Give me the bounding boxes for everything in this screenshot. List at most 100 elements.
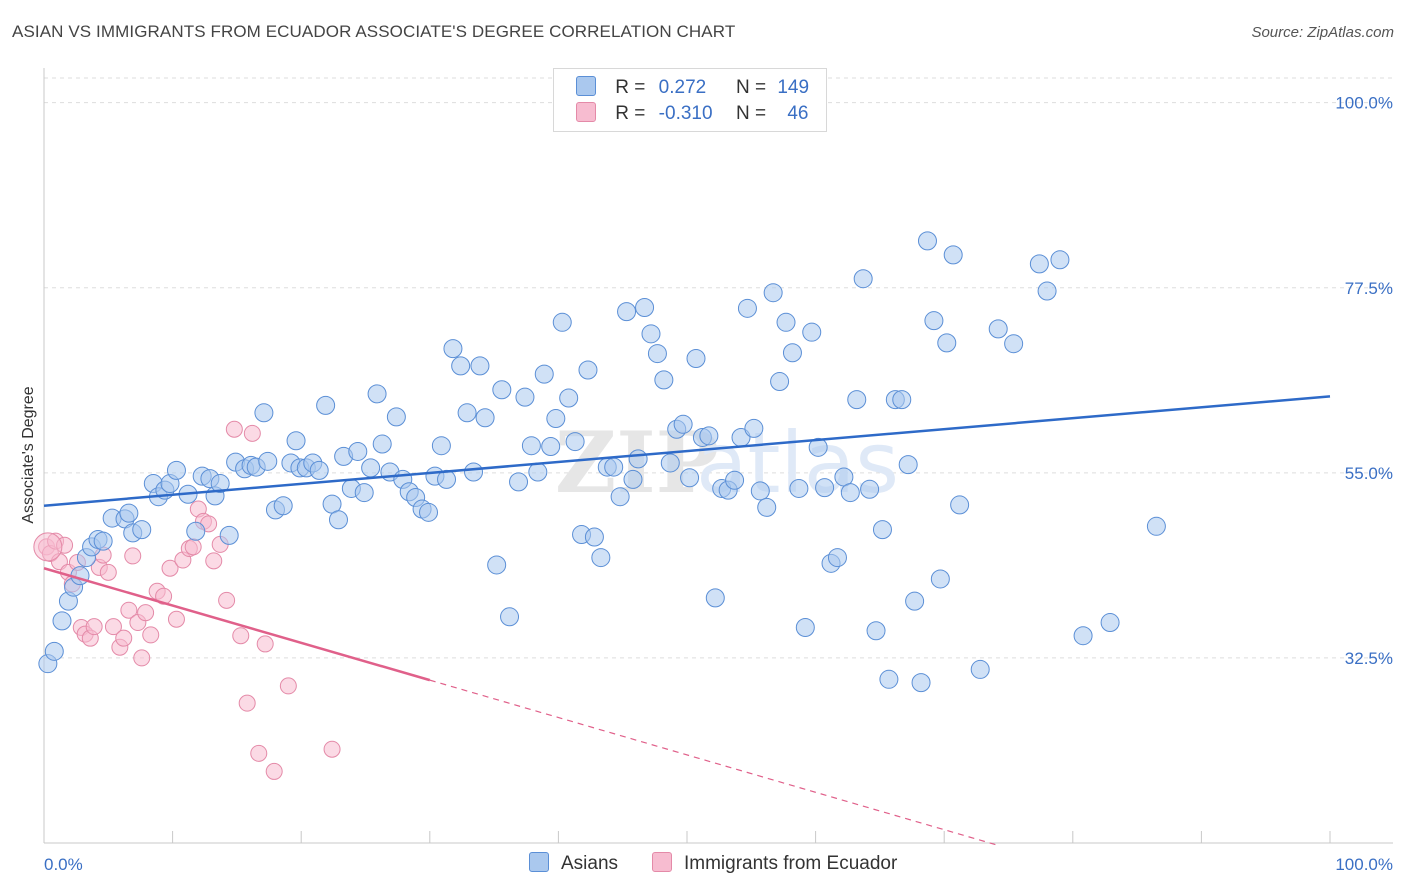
asian-point[interactable] [610,487,630,507]
asian-point[interactable] [361,458,381,478]
asian-point[interactable] [186,521,206,541]
ecuador-point[interactable] [279,677,297,695]
asian-point[interactable] [44,641,64,661]
asian-point[interactable] [258,451,278,471]
ecuador-point[interactable] [250,744,268,762]
asian-point[interactable] [776,312,796,332]
asian-point[interactable] [937,333,957,353]
ecuador-point[interactable] [133,649,151,667]
asian-point[interactable] [591,548,611,568]
asian-point[interactable] [970,659,990,679]
asian-point[interactable] [924,311,944,331]
asian-point[interactable] [316,395,336,415]
asian-point[interactable] [898,455,918,475]
asian-point[interactable] [52,611,72,631]
asian-point[interactable] [578,360,598,380]
asian-point[interactable] [795,617,815,637]
asian-point[interactable] [757,497,777,517]
asian-point[interactable] [457,403,477,423]
asian-point[interactable] [950,495,970,515]
asian-point[interactable] [521,436,541,456]
asian-point[interactable] [789,478,809,498]
ecuador-point[interactable] [161,559,179,577]
asian-point[interactable] [584,527,604,547]
asian-point[interactable] [132,520,152,540]
asian-point[interactable] [770,372,790,392]
ecuador-point[interactable] [137,604,155,622]
asian-point[interactable] [419,502,439,522]
ecuador-point[interactable] [115,629,133,647]
asian-point[interactable] [1004,334,1024,354]
asian-point[interactable] [1050,250,1070,270]
ecuador-point[interactable] [205,552,223,570]
asian-point[interactable] [623,469,643,489]
asian-point[interactable] [1029,254,1049,274]
ecuador-point[interactable] [323,740,341,758]
asian-point[interactable] [840,483,860,503]
ecuador-point[interactable] [225,420,243,438]
asian-point[interactable] [354,483,374,503]
asian-point[interactable] [673,414,693,434]
asian-point[interactable] [917,231,937,251]
asian-point[interactable] [911,673,931,693]
asian-point[interactable] [628,449,648,469]
asian-point[interactable] [515,387,535,407]
asian-point[interactable] [725,470,745,490]
asian-point[interactable] [892,390,912,410]
asian-point[interactable] [802,322,822,342]
asian-point[interactable] [451,356,471,376]
ecuador-point[interactable] [256,635,274,653]
asian-point[interactable] [219,525,239,545]
asian-point[interactable] [1073,626,1093,646]
asian-point[interactable] [866,621,886,641]
ecuador-point[interactable] [167,610,185,628]
asian-point[interactable] [930,569,950,589]
asian-point[interactable] [680,468,700,488]
asian-point[interactable] [872,520,892,540]
asian-point[interactable] [647,344,667,364]
ecuador-point[interactable] [218,591,236,609]
asian-point[interactable] [815,478,835,498]
asian-point[interactable] [699,426,719,446]
asian-point[interactable] [750,481,770,501]
asian-point[interactable] [386,407,406,427]
asian-point[interactable] [470,356,490,376]
asian-point[interactable] [737,298,757,318]
asian-point[interactable] [500,607,520,627]
asian-point[interactable] [487,555,507,575]
asian-point[interactable] [367,384,387,404]
asian-point[interactable] [475,408,495,428]
ecuador-point[interactable] [99,563,117,581]
asian-point[interactable] [1037,281,1057,301]
legend-item-ecuador[interactable]: Immigrants from Ecuador [652,852,897,875]
ecuador-point[interactable] [142,626,160,644]
asian-point[interactable] [660,453,680,473]
asian-point[interactable] [705,588,725,608]
asian-point[interactable] [847,390,867,410]
asian-point[interactable] [905,591,925,611]
asian-point[interactable] [641,324,661,344]
asian-point[interactable] [273,496,293,516]
ecuador-point[interactable] [238,694,256,712]
asian-point[interactable] [853,269,873,289]
asian-point[interactable] [808,437,828,457]
asian-point[interactable] [565,432,585,452]
ecuador-point[interactable] [232,627,250,645]
ecuador-point[interactable] [104,618,122,636]
asian-point[interactable] [552,312,572,332]
asian-point[interactable] [988,319,1008,339]
asian-point[interactable] [654,370,674,390]
asian-point[interactable] [431,436,451,456]
asian-point[interactable] [827,548,847,568]
asian-point[interactable] [1100,613,1120,633]
asian-point[interactable] [528,462,548,482]
asian-point[interactable] [763,283,783,303]
asian-point[interactable] [309,460,329,480]
asian-point[interactable] [541,437,561,457]
asian-point[interactable] [372,434,392,454]
asian-point[interactable] [210,474,230,494]
asian-point[interactable] [254,403,274,423]
asian-point[interactable] [1146,516,1166,536]
ecuador-point-large[interactable] [33,532,63,562]
asian-point[interactable] [166,460,186,480]
